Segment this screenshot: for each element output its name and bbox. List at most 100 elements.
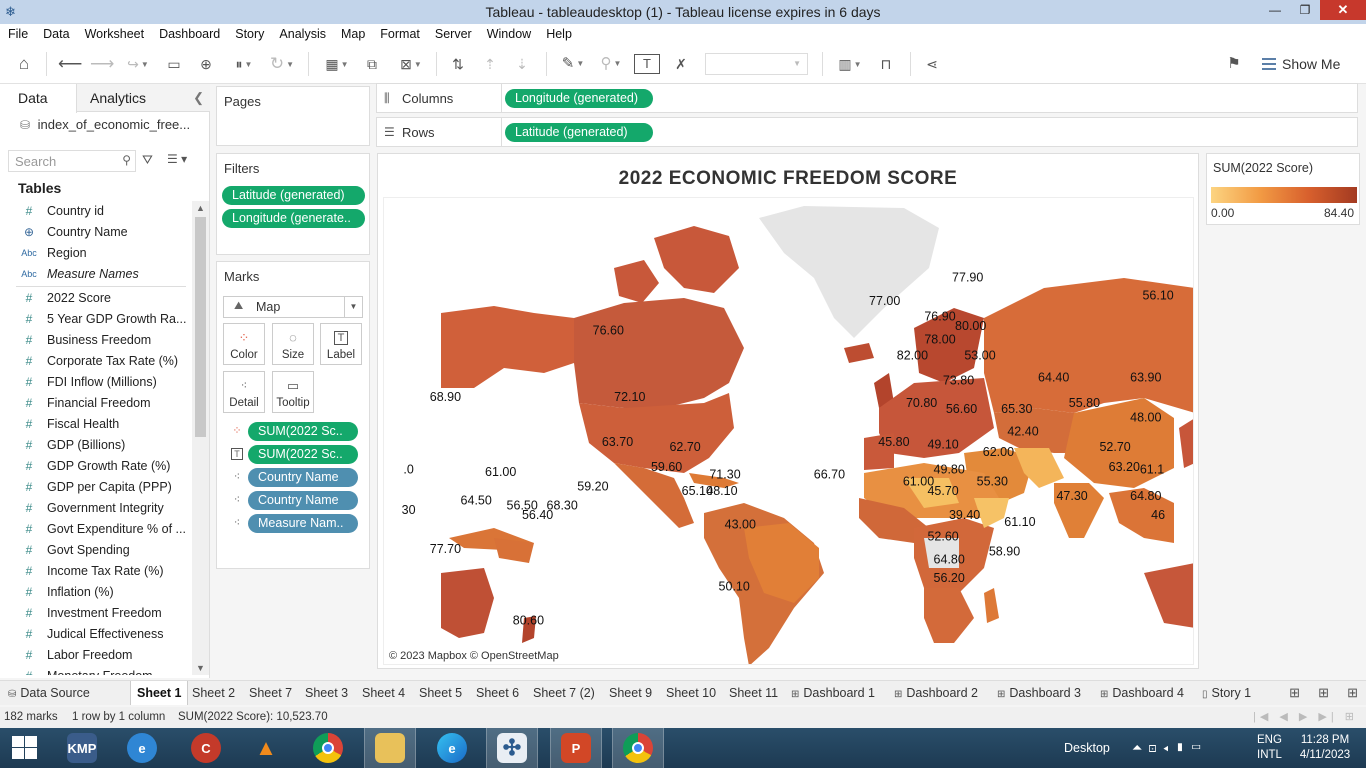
swap-icon[interactable]: ⇅ — [452, 56, 464, 72]
desktop-toolbar[interactable]: Desktop — [1064, 741, 1110, 755]
size-button[interactable]: ◌ Size — [272, 323, 314, 365]
scroll-down-icon[interactable]: ▼ — [196, 663, 205, 673]
scroll-up-icon[interactable]: ▲ — [196, 203, 205, 213]
menu-help[interactable]: Help — [546, 27, 572, 41]
system-tray[interactable]: ⏶⊡◂▮▭ — [1132, 728, 1207, 768]
battery-icon[interactable]: ▭ — [1190, 740, 1208, 755]
field-measure-names[interactable]: Abc Measure Names — [0, 264, 192, 285]
scroll-thumb[interactable] — [195, 217, 206, 437]
field-fiscal-health[interactable]: # Fiscal Health — [0, 414, 192, 435]
network-icon[interactable]: ⊡ — [1148, 740, 1163, 755]
tab-sheet-7-2[interactable]: Sheet 7 (2) — [533, 686, 595, 700]
tab-sheet-9[interactable]: Sheet 9 — [609, 686, 653, 700]
marks-pill-detail-country[interactable]: Country Name — [248, 468, 358, 487]
field-5-year-gdp-growth-ra[interactable]: #5 Year GDP Growth Ra... — [0, 309, 192, 330]
field-gdp-billions[interactable]: # GDP (Billions) — [0, 435, 192, 456]
duplicate-sheet-icon[interactable]: ⧉ — [367, 56, 377, 72]
signal-icon[interactable]: ▮ — [1174, 740, 1191, 755]
sort-ascending-icon[interactable]: ⇡ — [484, 56, 496, 72]
tab-sheet-1[interactable]: Sheet 1 — [130, 681, 189, 705]
tray-chevron-icon[interactable]: ⏶ — [1132, 740, 1149, 755]
columns-pill-longitude[interactable]: Longitude (generated) — [505, 89, 653, 108]
taskbar-kmplayer[interactable]: KMP — [56, 728, 108, 768]
replay-icon[interactable]: ↪ ▼ — [127, 56, 149, 72]
field-financial-freedom[interactable]: # Financial Freedom — [0, 393, 192, 414]
field-country-id[interactable]: # Country id — [0, 201, 192, 222]
taskbar-edge[interactable]: e — [426, 728, 478, 768]
sheet-nav-icons[interactable]: |◀ ◀ ▶ ▶| ⊞ — [1253, 711, 1358, 723]
mark-type-select[interactable]: ⛰ Map ▼ — [223, 296, 363, 318]
filters-card[interactable]: Filters Latitude (generated) Longitude (… — [216, 153, 370, 255]
field-list-scrollbar[interactable]: ▲ ▼ — [192, 201, 209, 675]
refresh-icon[interactable]: ↻ ▼ — [269, 54, 295, 73]
undo-icon[interactable]: ⟵ — [58, 54, 83, 73]
tooltip-button[interactable]: ▭ Tooltip — [272, 371, 314, 413]
new-worksheet-icon[interactable]: ⊞ — [1289, 685, 1301, 700]
search-input[interactable] — [9, 151, 114, 171]
filter-pill-latitude[interactable]: Latitude (generated) — [222, 186, 365, 205]
columns-shelf[interactable]: ⫼ Columns Longitude (generated) — [376, 83, 1358, 113]
taskbar-powerpoint[interactable]: P — [550, 728, 602, 768]
field-govt-spending[interactable]: # Govt Spending — [0, 540, 192, 561]
tab-sheet-11[interactable]: Sheet 11 — [729, 686, 779, 700]
field-corporate-tax-rate[interactable]: # Corporate Tax Rate (%) — [0, 351, 192, 372]
tab-sheet-7[interactable]: Sheet 7 — [249, 686, 293, 700]
field-govt-expenditure-of[interactable]: # Govt Expenditure % of ... — [0, 519, 192, 540]
menu-analysis[interactable]: Analysis — [279, 27, 326, 41]
new-dashboard-icon[interactable]: ⊞ — [1318, 685, 1330, 700]
field-monetary-freedom[interactable]: #Monetary Freedom — [0, 666, 192, 675]
pin-icon[interactable]: ⚑ — [1227, 55, 1241, 72]
highlight-icon[interactable]: ✎ ▼ — [561, 55, 585, 72]
taskbar-ccleaner[interactable]: C — [180, 728, 232, 768]
field-business-freedom[interactable]: # Business Freedom — [0, 330, 192, 351]
field-income-tax-rate[interactable]: # Income Tax Rate (%) — [0, 561, 192, 582]
restore-button[interactable]: ❐ — [1299, 3, 1311, 17]
pause-updates-icon[interactable]: ⏸ ▼ — [235, 56, 253, 72]
volume-icon[interactable]: ◂ — [1162, 740, 1175, 755]
show-me-button[interactable]: Show Me — [1262, 52, 1340, 76]
tab-story-1[interactable]: ▯ Story 1 — [1202, 686, 1252, 700]
redo-icon[interactable]: ⟶ — [90, 54, 115, 73]
field-region[interactable]: Abc Region — [0, 243, 192, 264]
taskbar-chrome[interactable] — [302, 728, 354, 768]
minimize-button[interactable]: — — [1269, 3, 1281, 17]
field-judical-effectiveness[interactable]: # Judical Effectiveness — [0, 624, 192, 645]
save-icon[interactable]: ▭ — [167, 56, 181, 72]
tab-sheet-4[interactable]: Sheet 4 — [362, 686, 406, 700]
field-investment-freedom[interactable]: # Investment Freedom — [0, 603, 192, 624]
menu-window[interactable]: Window — [486, 27, 532, 41]
menu-data[interactable]: Data — [43, 27, 70, 41]
map-svg[interactable]: 76.60 72.10 63.70 62.70 59.60 71.30 65.1048.10… — [384, 198, 1194, 665]
presentation-mode-icon[interactable]: ⊓ — [880, 56, 892, 72]
new-datasource-icon[interactable]: ⊕ — [200, 56, 212, 72]
field-2022-score[interactable]: #2022 Score — [0, 288, 192, 309]
rows-shelf[interactable]: ☰ Rows Latitude (generated) — [376, 117, 1358, 147]
view-options-icon[interactable]: ☰ ▾ — [167, 152, 188, 166]
start-button[interactable] — [10, 735, 38, 761]
home-icon[interactable]: ⌂ — [18, 54, 30, 73]
taskbar-file-explorer[interactable] — [364, 728, 416, 768]
tab-sheet-5[interactable]: Sheet 5 — [419, 686, 463, 700]
tab-analytics[interactable]: Analytics — [90, 90, 147, 106]
field-labor-freedom[interactable]: # Labor Freedom — [0, 645, 192, 666]
field-country-name[interactable]: ⊕ Country Name — [0, 222, 192, 243]
marks-pill-label[interactable]: SUM(2022 Sc.. — [248, 445, 358, 464]
tab-dashboard-2[interactable]: ⊞ Dashboard 2 — [894, 686, 978, 700]
fix-axes-icon[interactable]: ✗ — [675, 56, 687, 72]
clock[interactable]: 11:28 PM 4/11/2023 — [1299, 734, 1351, 761]
marks-pill-detail-measure[interactable]: Measure Nam.. — [248, 514, 358, 533]
marks-pill-detail-country-2[interactable]: Country Name — [248, 491, 358, 510]
rows-pill-latitude[interactable]: Latitude (generated) — [505, 123, 653, 142]
collapse-pane-icon[interactable]: ❮ — [193, 90, 204, 105]
detail-button[interactable]: ⁖ Detail — [223, 371, 265, 413]
tab-dashboard-3[interactable]: ⊞ Dashboard 3 — [997, 686, 1081, 700]
tab-sheet-3[interactable]: Sheet 3 — [305, 686, 349, 700]
language-indicator[interactable]: ENG INTL — [1257, 734, 1282, 761]
field-gdp-per-capita-ppp[interactable]: # GDP per Capita (PPP) — [0, 477, 192, 498]
new-worksheet-icon[interactable]: ▦ ▼ — [325, 56, 349, 72]
filter-icon[interactable]: ⛛ — [142, 152, 153, 167]
clear-sheet-icon[interactable]: ⊠ ▼ — [400, 56, 422, 72]
menu-server[interactable]: Server — [434, 27, 472, 41]
color-legend[interactable]: SUM(2022 Score) 0.00 84.40 — [1206, 153, 1360, 225]
tab-sheet-10[interactable]: Sheet 10 — [666, 686, 717, 700]
